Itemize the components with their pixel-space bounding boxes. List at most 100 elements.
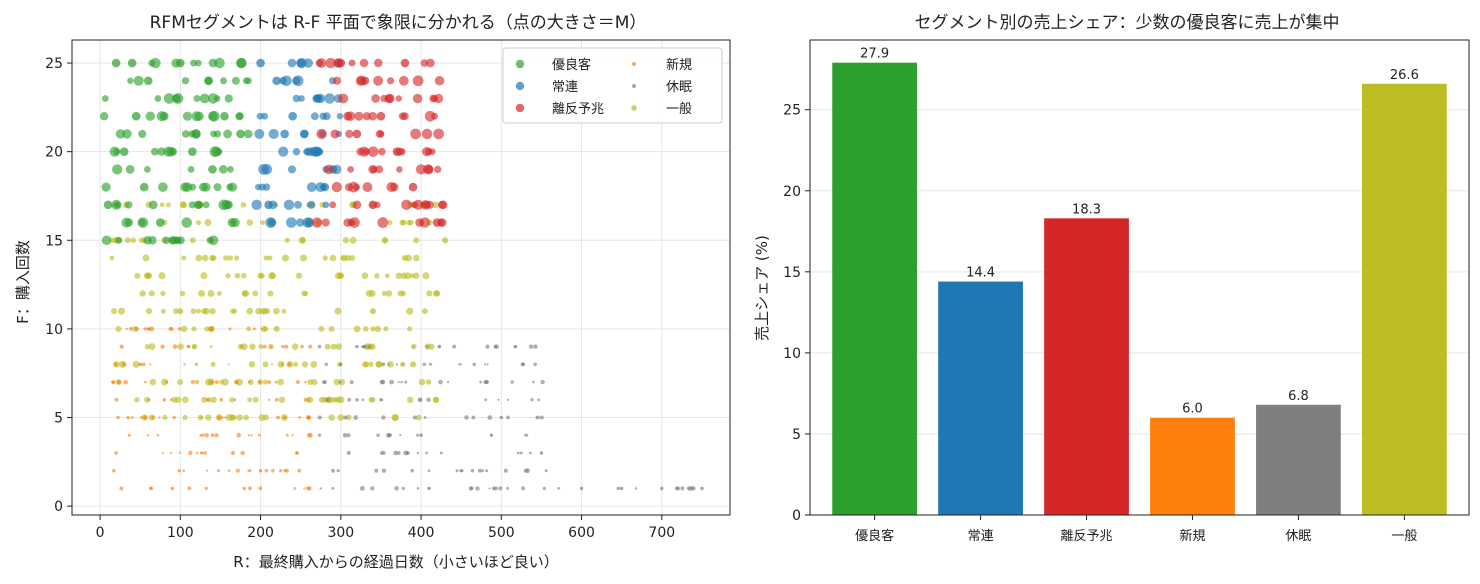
- scatter-point: [298, 416, 301, 419]
- scatter-point: [210, 380, 214, 384]
- scatter-point: [179, 290, 186, 297]
- scatter-point: [258, 344, 264, 350]
- scatter-point: [262, 183, 271, 191]
- scatter-point: [385, 290, 393, 297]
- scatter-point: [370, 326, 376, 332]
- scatter-point: [316, 128, 327, 140]
- scatter-point: [177, 343, 184, 350]
- scatter-point: [201, 254, 209, 262]
- scatter-point: [416, 487, 420, 490]
- scatter-point: [343, 111, 353, 121]
- scatter-point: [267, 380, 272, 384]
- scatter-point: [262, 361, 269, 368]
- scatter-point: [213, 183, 222, 192]
- scatter-point: [300, 344, 304, 349]
- scatter-point: [204, 76, 213, 86]
- scatter-point: [199, 93, 210, 104]
- scatter-point: [285, 433, 289, 437]
- legend-entry: 一般: [666, 101, 692, 117]
- bar-series: 27.9 14.4 18.3 6.0 6.8 26.6: [832, 47, 1447, 516]
- scatter-point: [488, 487, 491, 490]
- scatter-ticks: 0 100 200 300 400 500 600 700 0 5 10 15 20 25: [45, 56, 675, 541]
- scatter-series: [251, 57, 344, 228]
- scatter-point: [234, 272, 241, 279]
- scatter-point: [381, 468, 387, 473]
- scatter-point: [297, 468, 302, 473]
- scatter-point: [278, 146, 289, 157]
- scatter-point: [398, 112, 407, 121]
- scatter-point: [162, 398, 166, 402]
- scatter-point: [139, 290, 146, 297]
- scatter-point: [367, 146, 379, 157]
- scatter-point: [138, 362, 142, 367]
- scatter-x-tick-label: 600: [568, 525, 595, 541]
- scatter-point: [181, 130, 190, 138]
- scatter-point: [264, 200, 273, 210]
- scatter-point: [374, 468, 379, 473]
- bar-value-label: 6.0: [1182, 402, 1203, 417]
- scatter-point: [521, 486, 526, 491]
- scatter-point: [514, 345, 517, 349]
- scatter-point: [207, 290, 215, 297]
- scatter-point: [535, 415, 540, 420]
- scatter-point: [355, 344, 359, 349]
- legend-marker: [632, 84, 636, 88]
- scatter-point: [195, 219, 202, 226]
- scatter-point: [395, 272, 402, 279]
- scatter-point: [404, 380, 408, 384]
- scatter-point: [386, 182, 397, 193]
- scatter-point: [227, 165, 234, 173]
- scatter-point: [264, 468, 269, 473]
- scatter-point: [380, 379, 386, 385]
- scatter-point: [347, 165, 355, 173]
- scatter-point: [149, 326, 155, 332]
- scatter-point: [431, 95, 438, 102]
- legend-entry: 常連: [552, 80, 578, 95]
- scatter-point: [164, 380, 169, 384]
- scatter-point: [150, 147, 159, 156]
- scatter-point: [115, 325, 122, 332]
- scatter-point: [539, 451, 544, 455]
- scatter-point: [306, 182, 317, 193]
- scatter-point: [209, 255, 216, 262]
- scatter-point: [267, 255, 273, 261]
- scatter-point: [125, 165, 135, 174]
- scatter-point: [370, 486, 375, 491]
- scatter-point: [112, 164, 123, 175]
- scatter-point: [241, 273, 247, 279]
- bar-value-label: 14.4: [966, 266, 995, 281]
- scatter-point: [287, 58, 297, 68]
- scatter-point: [279, 469, 283, 473]
- scatter-point: [111, 380, 116, 384]
- scatter-point: [426, 290, 433, 297]
- scatter-point: [317, 344, 322, 349]
- scatter-point: [328, 326, 335, 332]
- scatter-point: [412, 75, 424, 87]
- scatter-point: [402, 255, 409, 262]
- scatter-point: [283, 199, 295, 211]
- scatter-point: [125, 327, 128, 331]
- scatter-point: [540, 379, 545, 385]
- scatter-point: [193, 94, 201, 103]
- scatter-point: [272, 76, 281, 86]
- scatter-point: [400, 219, 407, 226]
- scatter-point: [143, 327, 147, 331]
- scatter-point: [324, 362, 328, 367]
- scatter-point: [415, 218, 424, 227]
- scatter-point: [235, 468, 240, 473]
- scatter-point: [425, 379, 432, 385]
- scatter-point: [234, 255, 240, 261]
- scatter-point: [139, 416, 143, 419]
- scatter-point: [434, 290, 441, 297]
- scatter-point: [422, 362, 427, 367]
- scatter-point: [194, 362, 198, 366]
- scatter-point: [221, 378, 229, 386]
- scatter-point: [159, 111, 169, 121]
- scatter-point: [416, 451, 420, 455]
- scatter-point: [498, 486, 503, 491]
- scatter-point: [616, 486, 620, 491]
- scatter-point: [471, 415, 476, 420]
- scatter-point: [148, 343, 156, 350]
- scatter-point: [147, 398, 151, 402]
- scatter-point: [286, 217, 297, 228]
